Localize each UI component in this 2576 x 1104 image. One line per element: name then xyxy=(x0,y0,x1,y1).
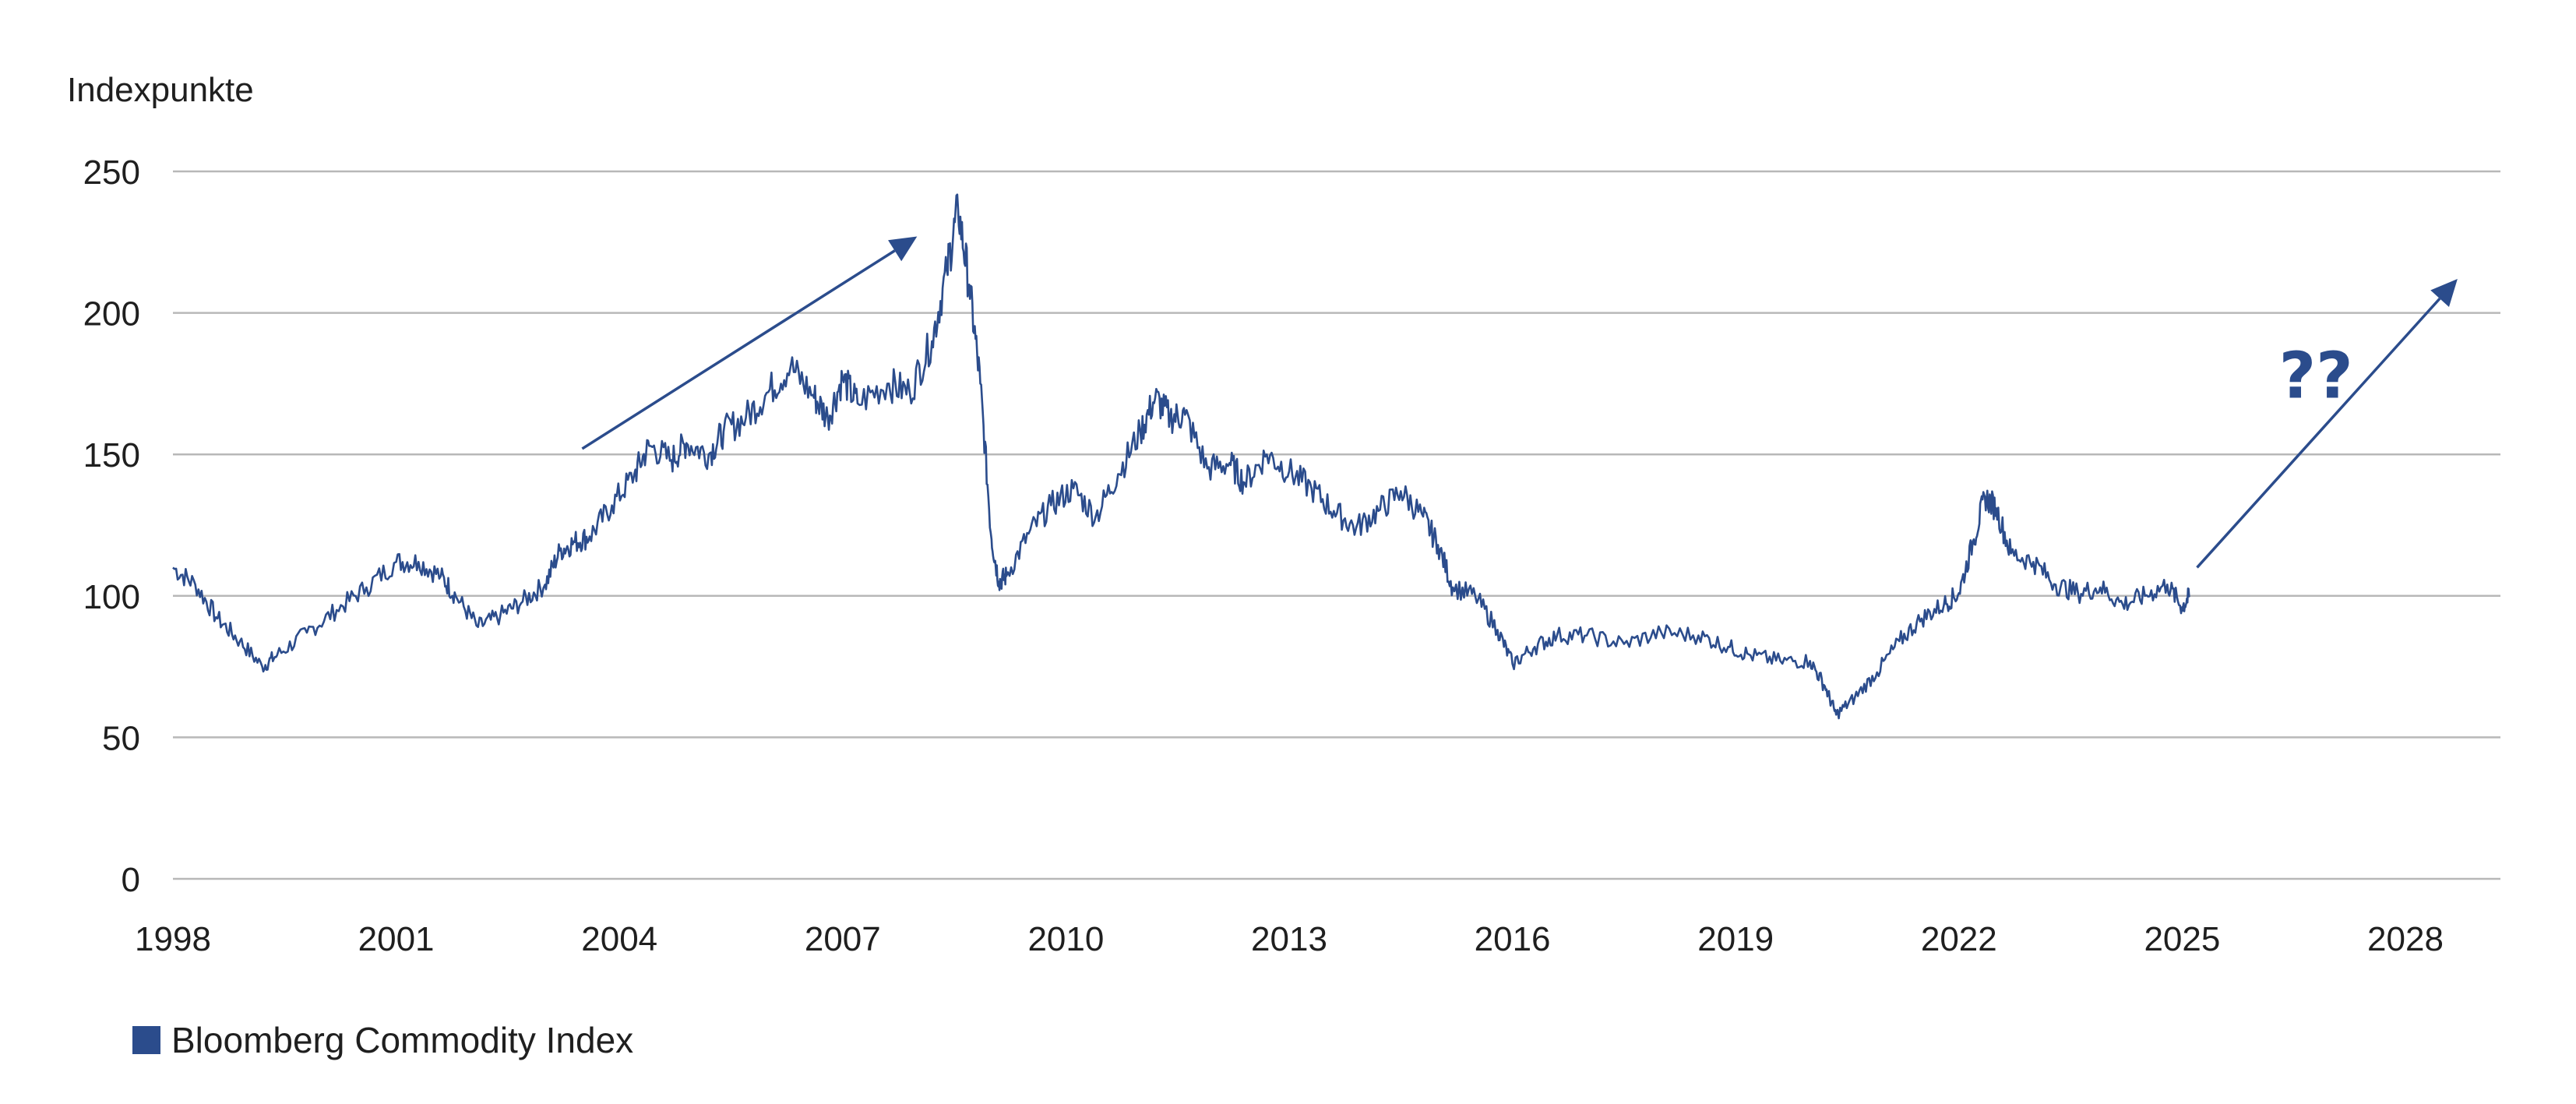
y-tick-250: 250 xyxy=(83,153,140,192)
y-tick-0: 0 xyxy=(122,861,140,899)
y-tick-200: 200 xyxy=(83,295,140,333)
legend: Bloomberg Commodity Index xyxy=(132,1019,633,1061)
y-axis-title: Indexpunkte xyxy=(67,71,254,109)
x-tick-2019: 2019 xyxy=(1697,920,1774,958)
x-tick-2010: 2010 xyxy=(1027,920,1104,958)
gridlines xyxy=(173,170,2500,880)
x-tick-labels: 1998 2001 2004 2007 2010 2013 2016 2019 2022 2025… xyxy=(135,920,2444,958)
x-tick-2016: 2016 xyxy=(1475,920,1551,958)
y-tick-100: 100 xyxy=(83,578,140,616)
x-tick-2001: 2001 xyxy=(358,920,435,958)
series-line-0 xyxy=(172,193,2190,720)
x-tick-1998: 1998 xyxy=(135,920,211,958)
annotations: ?? xyxy=(581,236,2458,569)
x-tick-2007: 2007 xyxy=(805,920,881,958)
trend-arrow-line-1 xyxy=(2196,298,2441,569)
y-tick-50: 50 xyxy=(102,719,140,757)
legend-label: Bloomberg Commodity Index xyxy=(171,1020,634,1060)
y-tick-150: 150 xyxy=(83,436,140,474)
legend-swatch xyxy=(132,1026,160,1054)
series-group xyxy=(172,193,2190,720)
trend-arrow-line-0 xyxy=(581,249,896,450)
x-tick-2028: 2028 xyxy=(2367,920,2444,958)
x-tick-2025: 2025 xyxy=(2144,920,2220,958)
question-annotation: ?? xyxy=(2279,340,2353,414)
x-tick-2013: 2013 xyxy=(1251,920,1327,958)
trend-arrow-head-1 xyxy=(2430,279,2458,307)
trend-arrow-head-0 xyxy=(888,236,918,262)
x-tick-2022: 2022 xyxy=(1921,920,1997,958)
x-tick-2004: 2004 xyxy=(581,920,657,958)
y-tick-labels: 0 50 100 150 200 250 xyxy=(83,153,140,899)
